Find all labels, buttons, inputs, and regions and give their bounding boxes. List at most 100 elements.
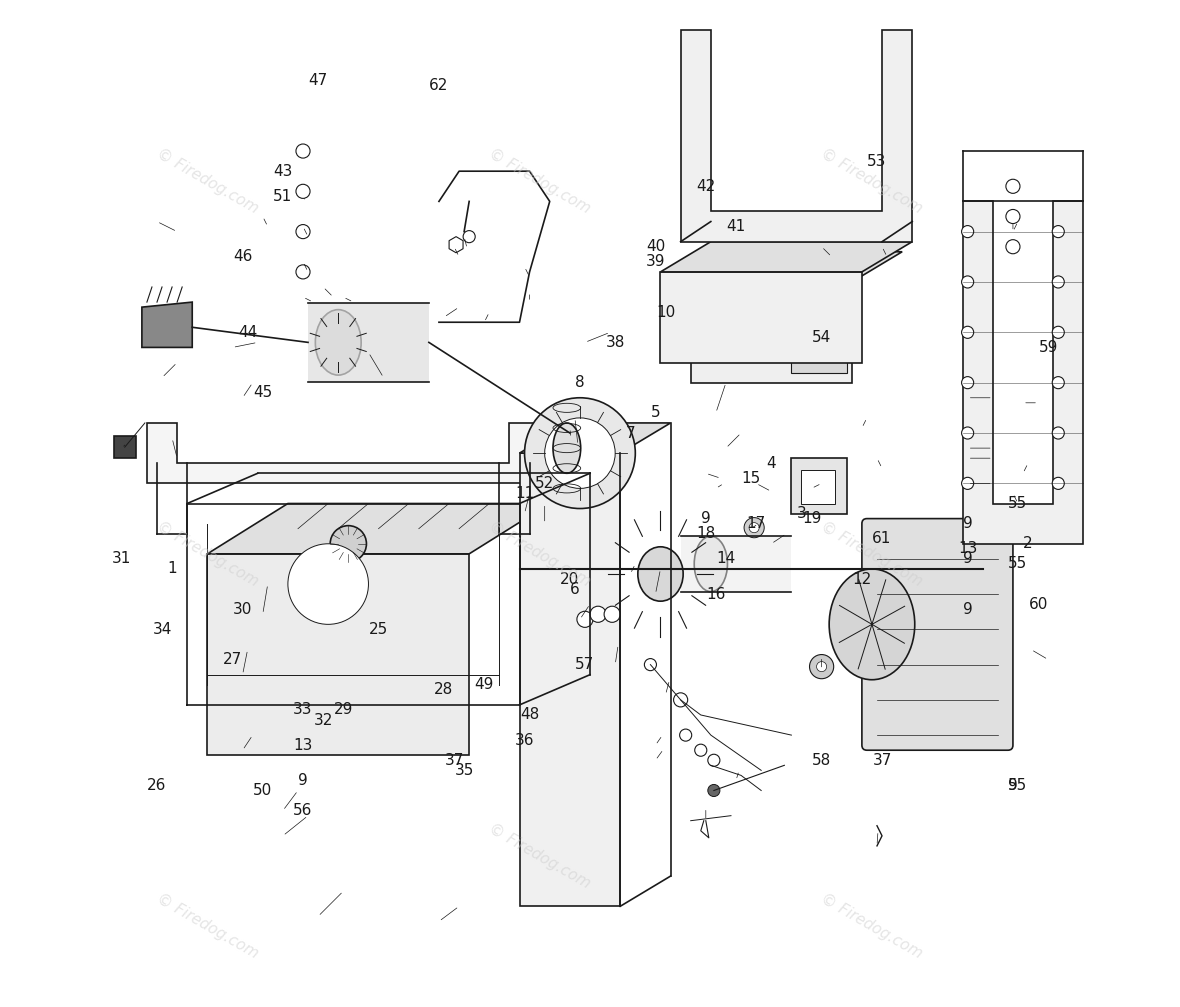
Text: 55: 55	[1009, 557, 1028, 571]
Polygon shape	[661, 272, 861, 363]
Circle shape	[590, 606, 607, 622]
Circle shape	[296, 265, 310, 279]
Text: 9: 9	[963, 552, 972, 566]
Text: 41: 41	[727, 220, 746, 234]
Circle shape	[577, 611, 594, 627]
Bar	[792, 297, 847, 373]
Circle shape	[749, 523, 759, 533]
Text: 6: 6	[570, 582, 579, 596]
Text: © Firedog.com: © Firedog.com	[819, 146, 925, 217]
Text: 40: 40	[645, 240, 666, 254]
Circle shape	[962, 226, 974, 238]
Text: 37: 37	[872, 753, 892, 767]
Text: 12: 12	[852, 572, 872, 586]
Text: 25: 25	[369, 622, 388, 636]
Text: 7: 7	[625, 426, 635, 440]
Text: 9: 9	[963, 517, 972, 531]
Text: 56: 56	[294, 804, 313, 818]
Text: 44: 44	[238, 325, 257, 339]
Circle shape	[809, 655, 834, 679]
Text: © Firedog.com: © Firedog.com	[153, 891, 261, 962]
Text: 39: 39	[645, 255, 666, 269]
Text: 14: 14	[716, 552, 735, 566]
Polygon shape	[681, 30, 912, 242]
Polygon shape	[148, 423, 539, 483]
Text: © Firedog.com: © Firedog.com	[819, 519, 925, 589]
Text: 29: 29	[334, 703, 353, 717]
Text: 13: 13	[958, 542, 977, 556]
Circle shape	[1053, 477, 1064, 489]
Text: 26: 26	[148, 778, 166, 793]
Text: © Firedog.com: © Firedog.com	[819, 891, 925, 962]
Ellipse shape	[315, 310, 361, 375]
Circle shape	[680, 729, 691, 741]
Text: 55: 55	[1009, 496, 1028, 511]
Text: © Firedog.com: © Firedog.com	[153, 146, 261, 217]
Text: © Firedog.com: © Firedog.com	[153, 519, 261, 589]
Ellipse shape	[694, 536, 727, 592]
Circle shape	[962, 326, 974, 338]
Circle shape	[962, 276, 974, 288]
Circle shape	[1053, 377, 1064, 389]
Circle shape	[463, 231, 476, 243]
Polygon shape	[963, 201, 1083, 544]
Text: 17: 17	[747, 517, 766, 531]
Text: 61: 61	[872, 532, 892, 546]
Text: 60: 60	[1029, 597, 1048, 611]
Text: 62: 62	[430, 79, 448, 93]
Text: 46: 46	[232, 250, 253, 264]
Text: 28: 28	[434, 683, 453, 697]
Text: 9: 9	[701, 512, 710, 526]
Text: 52: 52	[535, 476, 555, 490]
Circle shape	[296, 144, 310, 158]
Polygon shape	[690, 252, 903, 282]
Circle shape	[525, 398, 635, 509]
Text: 27: 27	[223, 653, 242, 667]
Text: © Firedog.com: © Firedog.com	[486, 146, 594, 217]
Text: 3: 3	[796, 507, 806, 521]
Ellipse shape	[830, 569, 914, 680]
Text: 45: 45	[253, 386, 273, 400]
Circle shape	[753, 329, 769, 345]
Circle shape	[788, 329, 805, 345]
Circle shape	[1005, 240, 1020, 254]
Text: 31: 31	[112, 552, 131, 566]
Text: 36: 36	[514, 733, 535, 747]
Text: © Firedog.com: © Firedog.com	[486, 519, 594, 589]
Circle shape	[817, 662, 827, 672]
Polygon shape	[208, 504, 550, 554]
Text: 49: 49	[474, 678, 494, 692]
Text: 54: 54	[812, 330, 831, 344]
Circle shape	[674, 693, 688, 707]
Circle shape	[1053, 226, 1064, 238]
Circle shape	[644, 659, 656, 671]
Circle shape	[330, 526, 367, 562]
Text: 20: 20	[560, 572, 579, 586]
Bar	[801, 470, 834, 504]
FancyBboxPatch shape	[861, 519, 1012, 750]
Polygon shape	[208, 554, 470, 755]
Circle shape	[296, 184, 310, 198]
Text: 42: 42	[696, 179, 715, 193]
Text: 11: 11	[514, 486, 535, 500]
Text: 35: 35	[454, 763, 474, 777]
Circle shape	[1005, 209, 1020, 224]
Text: © Firedog.com: © Firedog.com	[486, 821, 594, 891]
Text: 10: 10	[656, 305, 675, 319]
Circle shape	[545, 418, 615, 488]
Text: 5: 5	[650, 406, 661, 420]
Text: 37: 37	[445, 753, 464, 767]
Text: 48: 48	[520, 708, 539, 722]
Text: 43: 43	[274, 164, 293, 178]
Text: 55: 55	[1009, 778, 1028, 793]
Text: 30: 30	[232, 602, 253, 616]
Text: 57: 57	[576, 658, 595, 672]
Text: 33: 33	[294, 703, 313, 717]
Polygon shape	[792, 458, 847, 514]
Polygon shape	[142, 302, 192, 347]
Polygon shape	[690, 282, 852, 383]
Text: 9: 9	[299, 773, 308, 787]
Circle shape	[1053, 276, 1064, 288]
Text: 13: 13	[294, 738, 313, 752]
Text: 51: 51	[274, 189, 293, 203]
